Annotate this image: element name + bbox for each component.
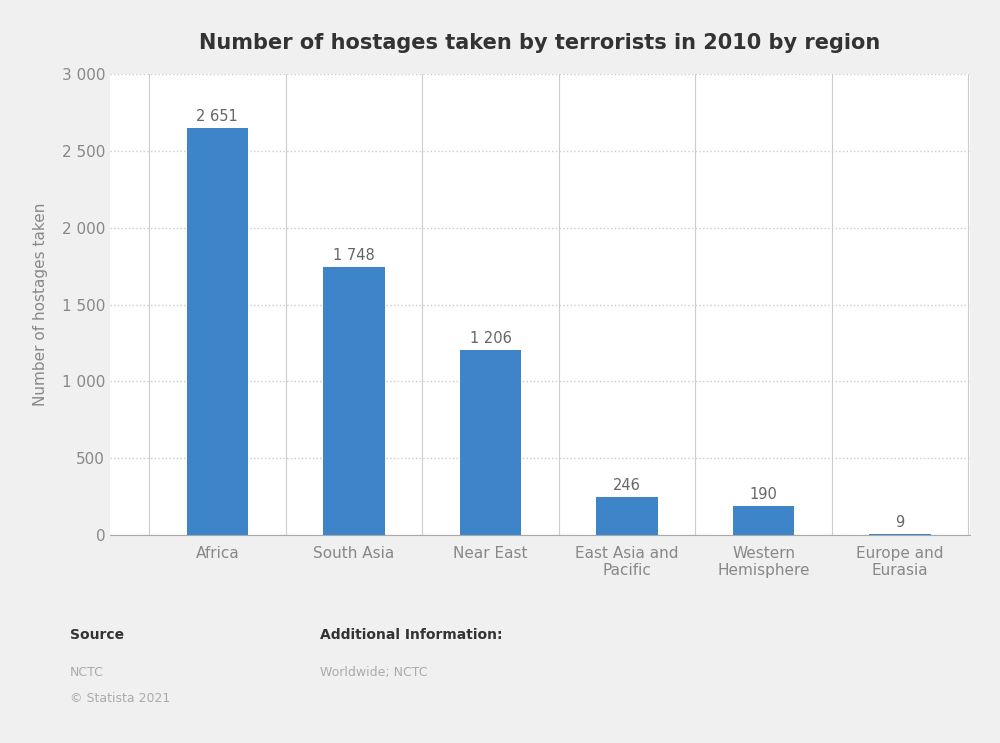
Text: 9: 9 [896,515,905,530]
Text: 1 206: 1 206 [470,331,511,346]
Text: 2 651: 2 651 [196,109,238,124]
Text: Additional Information:: Additional Information: [320,628,503,642]
Bar [733,506,794,535]
Title: Number of hostages taken by terrorists in 2010 by region: Number of hostages taken by terrorists i… [199,33,881,53]
Text: Worldwide; NCTC: Worldwide; NCTC [320,666,428,679]
Y-axis label: Number of hostages taken: Number of hostages taken [33,203,48,406]
Text: 246: 246 [613,478,641,493]
Bar [596,497,658,535]
Text: © Statista 2021: © Statista 2021 [70,692,170,705]
Bar [460,350,521,535]
Text: 190: 190 [750,487,778,502]
Bar [323,267,385,535]
Text: NCTC: NCTC [70,666,104,679]
Bar [187,128,248,535]
Text: 1 748: 1 748 [333,247,375,263]
Bar [869,533,931,535]
Text: Source: Source [70,628,124,642]
